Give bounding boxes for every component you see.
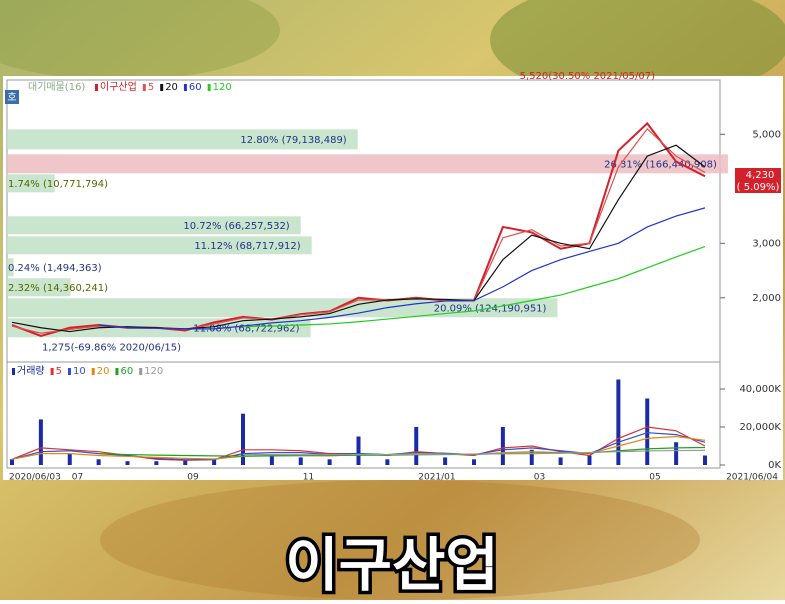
button[interactable] xyxy=(5,90,19,104)
legend-swatch xyxy=(183,84,187,91)
legend-swatch xyxy=(50,368,54,375)
volume-bar xyxy=(241,413,245,465)
legend-swatch xyxy=(12,368,15,375)
volume-bar xyxy=(154,461,159,465)
legend-label: 거래량 xyxy=(17,365,45,377)
last-price-box xyxy=(735,168,781,193)
series-line xyxy=(98,207,706,330)
volume-bar xyxy=(472,459,476,465)
volume-bar xyxy=(96,459,101,465)
y-tick-label: 0K xyxy=(768,460,781,471)
y-tick-label: 3,000 xyxy=(752,238,781,249)
volume-bar xyxy=(298,457,303,465)
button-label[interactable]: 호 xyxy=(7,92,16,104)
band-label: 26.31% (166,440,908) xyxy=(604,159,717,170)
series-line xyxy=(11,144,706,333)
legend-swatch xyxy=(67,368,71,375)
band-label: 20.09% (124,190,951) xyxy=(434,303,547,314)
legend-label: 120 xyxy=(144,366,163,377)
last-price: 4,230 xyxy=(746,170,775,181)
annotation: 5,520(30.50% 2021/05/07) xyxy=(520,71,655,82)
legend-label: 5 xyxy=(148,82,154,93)
volume-bar xyxy=(674,442,679,465)
legend-label: 5 xyxy=(56,366,62,377)
annotation: 1,275(-69.86% 2020/06/15) xyxy=(42,342,181,353)
volume-bar xyxy=(414,427,419,465)
volume-bar xyxy=(356,436,361,465)
x-tick-label: 09 xyxy=(187,473,199,483)
x-tick-label: 05 xyxy=(649,473,660,483)
x-tick-label: 2021/06/04 xyxy=(726,473,778,483)
x-tick-label: 03 xyxy=(534,473,545,483)
volume-bar xyxy=(212,459,217,465)
y-tick-label: 20,000K xyxy=(739,422,781,433)
volume-bar xyxy=(125,461,130,465)
band-label: 1.74% (10,771,794) xyxy=(8,179,108,190)
volume-profile-band xyxy=(7,258,14,277)
legend-swatch xyxy=(115,368,119,375)
y-tick-label: 5,000 xyxy=(752,129,781,140)
band-label: 12.80% (79,138,489) xyxy=(240,135,346,146)
legend-swatch xyxy=(142,84,146,91)
volume-bar xyxy=(587,455,592,465)
volume-bar xyxy=(67,453,72,465)
legend-swatch xyxy=(91,368,95,375)
volume-bar xyxy=(10,459,14,465)
legend-label: 10 xyxy=(73,366,86,377)
page-title: 이구산업 xyxy=(285,531,498,599)
volume-bar xyxy=(183,460,188,465)
volume-bar xyxy=(645,398,650,465)
leaf xyxy=(0,0,280,80)
volume-bar xyxy=(443,457,448,465)
legend-label: 20 xyxy=(165,82,178,93)
volume-bar xyxy=(616,379,621,465)
legend-label: 120 xyxy=(213,82,232,93)
legend-swatch xyxy=(207,84,211,91)
x-tick-label: 2020/06/03 xyxy=(9,473,61,483)
x-tick-label: 2021/01 xyxy=(418,473,455,483)
volume-profile-band xyxy=(7,129,358,150)
legend-label: 이구산업 xyxy=(100,80,137,93)
legend-swatch xyxy=(160,84,164,91)
band-label: 11.08% (68,722,962) xyxy=(193,323,299,334)
legend-swatch xyxy=(139,368,143,375)
volume-bar xyxy=(269,455,274,465)
volume-bar xyxy=(500,427,505,465)
profile-label: 대기매물(16) xyxy=(28,81,85,93)
volume-profile-band xyxy=(7,278,71,297)
band-label: 2.32% (14,360,241) xyxy=(8,283,108,294)
grain xyxy=(100,480,700,600)
legend-label: 60 xyxy=(189,82,202,93)
volume-profile-band xyxy=(7,154,728,174)
volume-bar xyxy=(529,449,534,465)
last-price-change: ( 5.09%) xyxy=(737,182,780,193)
band-label: 10.72% (66,257,532) xyxy=(183,221,289,232)
x-tick-label: 07 xyxy=(72,473,83,483)
volume-bar xyxy=(38,419,43,465)
series-line xyxy=(243,449,706,456)
y-tick-label: 2,000 xyxy=(752,293,781,304)
legend-swatch xyxy=(95,84,98,91)
legend-label: 60 xyxy=(120,366,133,377)
volume-bar xyxy=(327,459,332,465)
volume-profile-band xyxy=(7,174,55,193)
band-label: 11.12% (68,717,912) xyxy=(194,241,300,252)
volume-profile-band xyxy=(7,216,301,235)
volume-bar xyxy=(385,459,390,465)
x-tick-label: 11 xyxy=(303,473,314,483)
y-tick-label: 40,000K xyxy=(739,384,781,395)
band-label: 0.24% (1,494,363) xyxy=(8,263,102,274)
leaf xyxy=(490,0,785,100)
volume-bar xyxy=(703,455,707,465)
legend-label: 20 xyxy=(97,366,110,377)
volume-profile-band xyxy=(7,236,312,255)
series-line xyxy=(242,246,706,328)
volume-bar xyxy=(558,457,563,465)
